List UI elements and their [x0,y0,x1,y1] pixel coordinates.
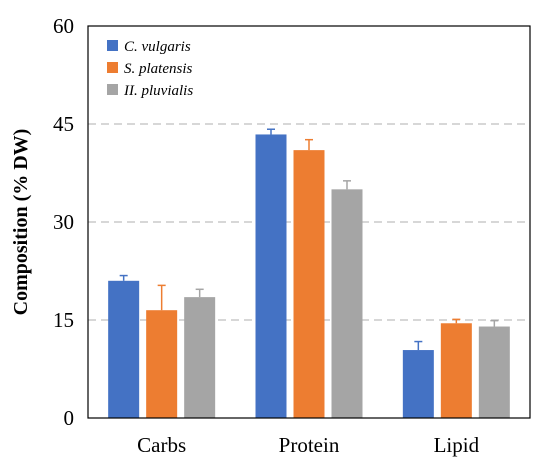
legend-swatch-0 [107,40,118,51]
legend-swatch-2 [107,84,118,95]
y-tick-label-1: 15 [53,308,74,332]
bar-carbs-0 [108,280,140,418]
bar-lipid-2 [478,326,510,418]
bar-protein-2 [331,189,363,418]
bar-protein-1 [293,150,325,418]
x-category-label-0: Carbs [137,433,186,457]
x-category-label-1: Protein [279,433,340,457]
legend-label-0: C. vulgaris [124,39,191,55]
bar-lipid-1 [440,323,472,418]
y-tick-labels: 0 15 30 45 60 [53,14,74,430]
y-tick-label-4: 60 [53,14,74,38]
bar-protein-0 [255,134,287,418]
y-tick-label-0: 0 [64,406,75,430]
bar-carbs-2 [184,297,216,418]
error-bars-group [119,128,499,351]
y-tick-label-2: 30 [53,210,74,234]
bar-carbs-1 [146,310,178,418]
legend: C. vulgaris S. platensis II. pluvialis [107,39,193,99]
y-tick-label-3: 45 [53,112,74,136]
x-category-labels: Carbs Protein Lipid [137,433,479,457]
y-axis-label: Composition (% DW) [10,129,32,316]
legend-swatch-1 [107,62,118,73]
legend-label-2: II. pluvialis [123,83,193,99]
axes-group [87,25,531,419]
plot-frame [87,25,531,419]
legend-label-1: S. platensis [124,61,192,77]
bars-group [108,134,510,418]
bar-lipid-0 [402,350,434,418]
x-category-label-2: Lipid [434,433,480,457]
